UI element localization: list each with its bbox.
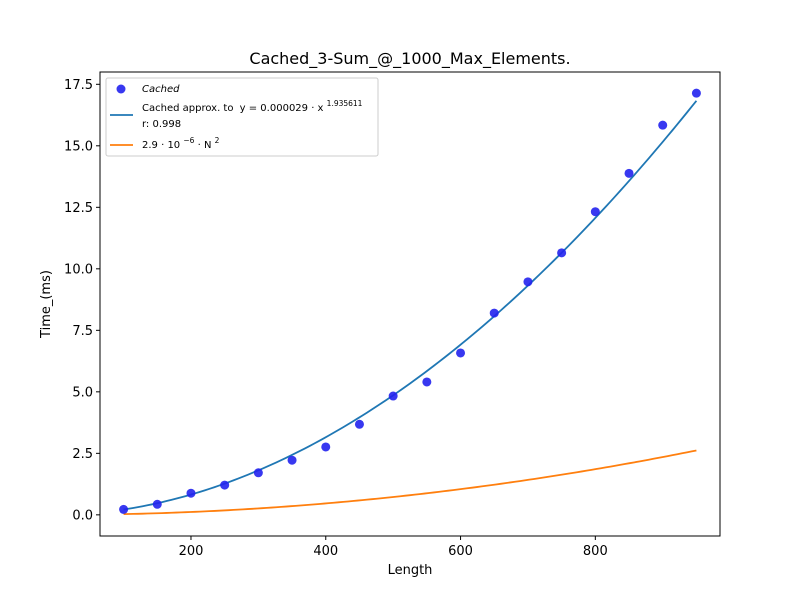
data-point — [321, 442, 331, 452]
data-point — [354, 419, 364, 429]
data-point — [456, 348, 466, 358]
data-point — [119, 504, 129, 514]
x-tick-label: 800 — [583, 544, 608, 559]
legend-label-reference: 2.9 · 10 −6 · N 2 — [142, 135, 220, 151]
legend-marker-cached — [116, 84, 126, 94]
chart-title: Cached_3-Sum_@_1000_Max_Elements. — [249, 49, 570, 69]
data-point — [422, 377, 432, 387]
plot-area — [99, 71, 721, 537]
y-axis-label: Time_(ms) — [39, 270, 54, 339]
y-axis-ticks: 0.0 2.5 5.0 7.5 10.0 12.5 15.0 17.5 — [64, 78, 100, 523]
x-axis-ticks: 200 400 600 800 — [179, 536, 608, 559]
x-tick-label: 600 — [448, 544, 473, 559]
data-point — [152, 499, 162, 509]
data-point — [590, 207, 600, 217]
fit-curve-line — [123, 100, 698, 511]
y-tick-label: 2.5 — [72, 447, 93, 462]
data-point — [557, 248, 567, 258]
data-point — [253, 468, 263, 478]
legend-box — [105, 77, 379, 157]
legend-approx-name: Cached approx. to — [142, 103, 233, 114]
y-tick-label: 17.5 — [64, 78, 93, 93]
y-tick-label: 12.5 — [64, 201, 93, 216]
y-tick-label: 10.0 — [64, 262, 93, 277]
legend: Cached Cached approx. to y = 0.000029 · … — [105, 77, 379, 157]
data-point — [691, 88, 701, 98]
data-point — [220, 480, 230, 490]
legend-approx-formula: y = 0.000029 · x — [240, 103, 324, 114]
legend-reference-middle: · N — [198, 140, 212, 151]
y-tick-label: 7.5 — [72, 324, 93, 339]
legend-reference-base: 2.9 · 10 — [142, 140, 180, 151]
data-point — [624, 168, 634, 178]
y-tick-label: 0.0 — [72, 508, 93, 523]
x-axis-label: Length — [388, 563, 433, 578]
legend-reference-power: 2 — [215, 136, 220, 145]
legend-reference-base-exponent: −6 — [183, 136, 194, 145]
legend-label-r: r: 0.998 — [142, 119, 181, 130]
data-point — [287, 455, 297, 465]
data-point — [523, 277, 533, 287]
data-point — [489, 308, 499, 318]
legend-label-approx: Cached approx. to y = 0.000029 · x 1.935… — [142, 99, 363, 114]
data-point — [658, 120, 668, 130]
reference-curve-line — [123, 449, 697, 516]
y-tick-label: 15.0 — [64, 139, 93, 154]
data-point — [186, 488, 196, 498]
data-point — [388, 391, 398, 401]
legend-approx-exponent: 1.935611 — [327, 99, 363, 108]
x-tick-label: 200 — [179, 544, 204, 559]
y-tick-label: 5.0 — [72, 385, 93, 400]
axes-frame — [99, 71, 721, 537]
x-tick-label: 400 — [313, 544, 338, 559]
series-layer — [119, 88, 701, 516]
legend-label-cached: Cached — [142, 84, 180, 95]
